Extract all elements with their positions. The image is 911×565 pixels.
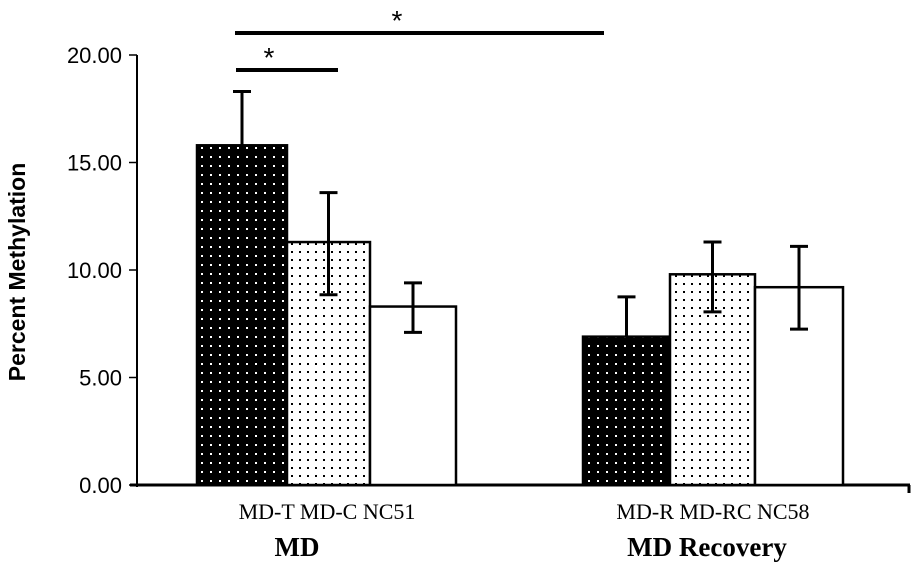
- y-tick-label: 5.00: [79, 366, 122, 391]
- bar-md-t: [195, 144, 289, 487]
- y-tick-label: 10.00: [67, 258, 122, 283]
- y-tick-label: 0.00: [79, 473, 122, 498]
- y-tick-label: 20.00: [67, 43, 122, 68]
- significance-star: *: [264, 42, 275, 73]
- category-labels-recovery: MD-R MD-RC NC58: [616, 499, 809, 524]
- y-axis-label: Percent Methylation: [4, 163, 30, 382]
- group-label-recovery: MD Recovery: [627, 532, 787, 562]
- bar-nc51: [368, 305, 458, 487]
- bar-md-r: [581, 335, 672, 487]
- y-tick-label: 15.00: [67, 151, 122, 176]
- group-label-md: MD: [275, 532, 320, 562]
- significance-star: *: [392, 5, 403, 36]
- category-labels-md: MD-T MD-C NC51: [239, 499, 416, 524]
